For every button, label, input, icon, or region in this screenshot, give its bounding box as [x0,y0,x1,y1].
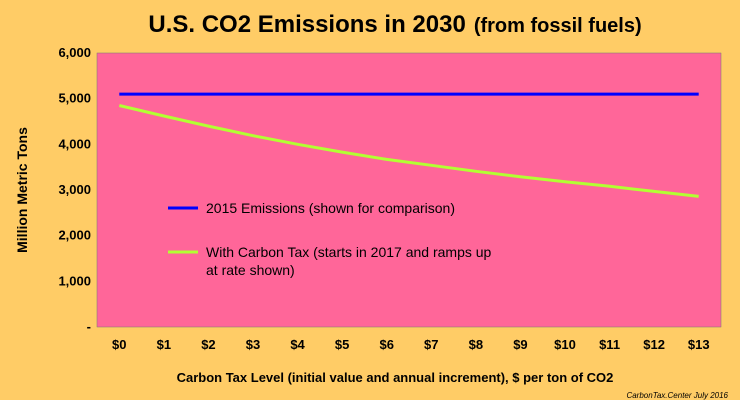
x-tick-label: $7 [424,337,438,352]
x-tick-label: $6 [379,337,393,352]
x-tick-label: $10 [554,337,576,352]
x-tick-label: $13 [688,337,710,352]
chart-title-main: U.S. CO2 Emissions in 2030 [148,11,465,38]
legend-label-carbon-tax: With Carbon Tax (starts in 2017 and ramp… [206,244,495,278]
x-tick-label: $5 [335,337,349,352]
y-tick-label: 1,000 [58,273,91,288]
credit-text: CarbonTax.Center July 2016 [626,391,728,400]
x-tick-label: $12 [643,337,665,352]
x-axis-label: Carbon Tax Level (initial value and annu… [177,370,614,385]
y-tick-label: 2,000 [58,228,91,243]
chart-title: U.S. CO2 Emissions in 2030 (from fossil f… [148,11,641,38]
y-axis-ticks: - 1,000 2,000 3,000 4,000 5,000 6,000 [58,45,91,334]
x-tick-label: $3 [246,337,260,352]
x-tick-label: $2 [201,337,215,352]
legend-label-carbon-tax-line1: With Carbon Tax (starts in 2017 and ramp… [206,244,492,260]
y-tick-label: 5,000 [58,91,91,106]
series-lines [118,92,699,198]
series-line-carbon-tax [118,104,699,198]
x-tick-label: $8 [469,337,483,352]
legend-label-2015-emissions: 2015 Emissions (shown for comparison) [206,200,455,216]
x-tick-label: $0 [112,337,126,352]
x-axis-ticks: $0 $1 $2 $3 $4 $5 $6 $7 $8 $9 $10 $11 $12 $13 [112,337,710,352]
y-axis-label: Million Metric Tons [14,127,30,253]
y-tick-label: 3,000 [58,182,91,197]
x-tick-label: $9 [513,337,527,352]
x-tick-label: $1 [157,337,171,352]
legend-label-carbon-tax-line2: at rate shown) [206,262,295,278]
y-tick-label: 6,000 [58,45,91,60]
x-tick-label: $4 [290,337,305,352]
y-tick-label: 4,000 [58,136,91,151]
chart-title-suffix: (from fossil fuels) [474,15,642,37]
y-tick-label: - [87,319,91,334]
legend: 2015 Emissions (shown for comparison) Wi… [168,200,495,278]
x-tick-label: $11 [599,337,620,352]
plot-area [96,52,722,328]
